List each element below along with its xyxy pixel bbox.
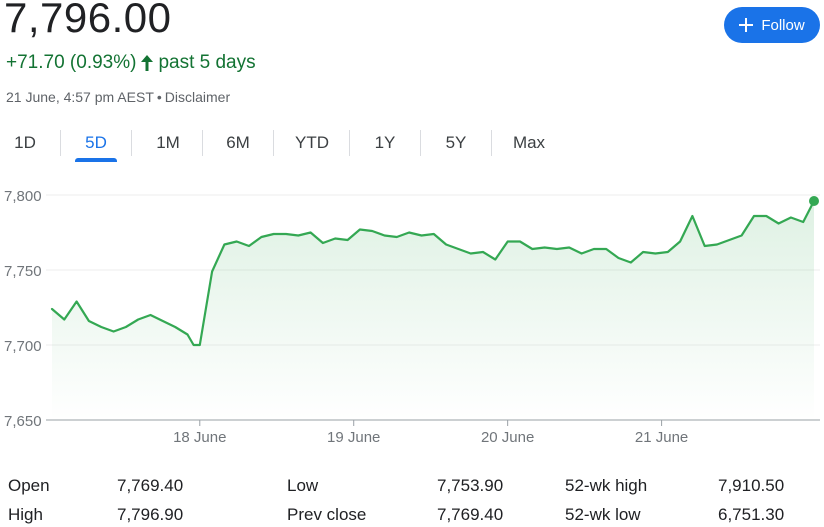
tab-label: 1D <box>14 133 36 152</box>
price-value: 7,796.00 <box>4 0 172 41</box>
stat-value-52wk-high: 7,910.50 <box>718 476 785 495</box>
x-tick-label: 21 June <box>635 429 688 446</box>
stats-table: Open 7,769.40 High 7,796.90 Low 7,753.90… <box>0 472 824 527</box>
tab-6m[interactable]: 6M <box>217 124 259 162</box>
separator-dot: • <box>156 89 162 105</box>
stat-value-low: 7,753.90 <box>437 476 504 495</box>
stat-label-52wk-low: 52-wk low <box>565 505 641 524</box>
stat-label-open: Open <box>8 476 50 495</box>
x-tick-label: 20 June <box>481 429 534 446</box>
y-tick-label: 7,750 <box>4 263 42 280</box>
price-area-fill <box>52 201 814 420</box>
y-tick-label: 7,800 <box>4 188 42 205</box>
tab-label: 1Y <box>374 133 396 152</box>
current-price-dot <box>809 196 819 206</box>
stat-label-52wk-high: 52-wk high <box>565 476 648 495</box>
stat-value-high: 7,796.90 <box>117 505 184 524</box>
tab-divider <box>202 130 203 156</box>
tab-divider <box>131 130 132 156</box>
y-tick-label: 7,650 <box>4 413 42 430</box>
tab-divider <box>60 130 61 156</box>
tab-5d[interactable]: 5D <box>75 124 117 162</box>
tab-divider <box>349 130 350 156</box>
stat-label-prev-close: Prev close <box>287 505 367 524</box>
y-tick-label: 7,700 <box>4 338 42 355</box>
tab-divider <box>420 130 421 156</box>
tab-5y[interactable]: 5Y <box>436 124 476 162</box>
tab-divider <box>273 130 274 156</box>
tab-label: 6M <box>226 133 250 152</box>
price-chart[interactable]: 7,800 7,750 7,700 7,650 18 June 19 June 20 Ju… <box>0 180 824 460</box>
tab-label: 5D <box>85 133 107 152</box>
stat-label-low: Low <box>287 476 319 495</box>
x-axis: 18 June 19 June 20 June 21 June <box>173 420 688 446</box>
timestamp: 21 June, 4:57 pm AEST <box>6 89 154 105</box>
stat-value-open: 7,769.40 <box>117 476 184 495</box>
tab-max[interactable]: Max <box>506 124 552 162</box>
price-change-amount: +71.70 (0.93%) <box>6 52 137 73</box>
price-change-row: +71.70 (0.93%) past 5 days <box>6 52 256 74</box>
tab-1y[interactable]: 1Y <box>365 124 405 162</box>
x-tick-label: 18 June <box>173 429 226 446</box>
disclaimer-link[interactable]: Disclaimer <box>164 89 231 105</box>
plus-icon <box>739 18 754 32</box>
tab-divider <box>491 130 492 156</box>
tab-label: 1M <box>156 133 180 152</box>
tab-1d[interactable]: 1D <box>5 124 45 162</box>
tab-label: Max <box>512 133 546 152</box>
tab-1m[interactable]: 1M <box>147 124 189 162</box>
meta-row: 21 June, 4:57 pm AEST • Disclaimer <box>6 89 230 105</box>
range-tabs: 1D 5D 1M 6M YTD 1Y 5Y Max <box>0 124 560 162</box>
follow-button[interactable]: Follow <box>724 7 820 43</box>
y-axis: 7,800 7,750 7,700 7,650 <box>4 188 42 430</box>
x-tick-label: 19 June <box>327 429 380 446</box>
price-line <box>50 199 816 347</box>
price-change-period: past 5 days <box>158 52 256 73</box>
stat-label-high: High <box>8 505 43 524</box>
tab-label: 5Y <box>445 133 467 152</box>
active-tab-indicator <box>75 158 117 162</box>
follow-label: Follow <box>761 16 805 34</box>
stat-value-52wk-low: 6,751.30 <box>718 505 785 524</box>
tab-label: YTD <box>295 133 329 152</box>
tab-ytd[interactable]: YTD <box>288 124 336 162</box>
stat-value-prev-close: 7,769.40 <box>437 505 504 524</box>
arrow-up-icon <box>140 54 154 72</box>
